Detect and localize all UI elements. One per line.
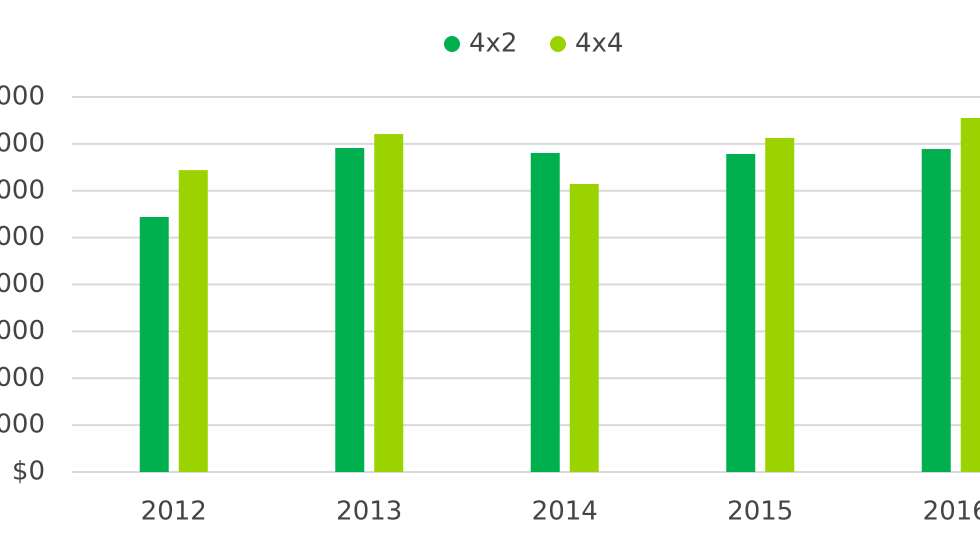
y-tick-label: $0 — [12, 457, 45, 487]
y-tick-label: 000 — [0, 363, 45, 393]
y-tick-label: 000 — [0, 222, 45, 252]
bar — [569, 184, 599, 472]
bar — [765, 137, 795, 472]
x-tick-label: 2012 — [141, 497, 207, 527]
legend-label: 4x4 — [575, 29, 623, 59]
bar — [960, 118, 980, 472]
bar — [374, 134, 404, 472]
x-tick-label: 2015 — [727, 497, 793, 527]
bar — [139, 217, 169, 472]
y-tick-label: 000 — [0, 175, 45, 205]
bar — [921, 149, 951, 472]
bar — [530, 152, 560, 472]
bar — [335, 148, 365, 472]
legend-label: 4x2 — [469, 29, 517, 59]
legend-marker — [444, 36, 460, 52]
x-tick-label: 2013 — [336, 497, 402, 527]
bar — [726, 154, 756, 472]
x-tick-label: 2016 — [923, 497, 980, 527]
legend-marker — [550, 36, 566, 52]
y-tick-label: 000 — [0, 82, 45, 112]
bar — [178, 170, 208, 472]
y-tick-label: 000 — [0, 128, 45, 158]
y-tick-label: 000 — [0, 269, 45, 299]
y-tick-label: 000 — [0, 316, 45, 346]
x-tick-label: 2014 — [532, 497, 598, 527]
y-tick-label: 000 — [0, 410, 45, 440]
